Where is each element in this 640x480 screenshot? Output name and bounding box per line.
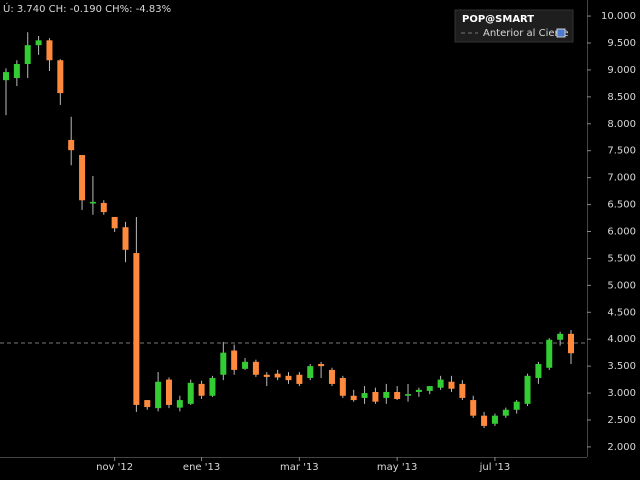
x-tick-label: jul '13	[479, 462, 511, 473]
y-tick-label: 5.500	[607, 253, 636, 264]
candle-body	[263, 374, 270, 377]
candle-body	[198, 383, 205, 396]
candle-body	[79, 155, 86, 201]
candle-body	[144, 400, 151, 408]
y-tick-label: 7.000	[607, 173, 636, 184]
candle-body	[155, 381, 162, 409]
y-tick-label: 9.500	[607, 38, 636, 49]
candle-body	[546, 339, 553, 368]
candle-body	[100, 202, 107, 213]
candle-body	[426, 386, 433, 391]
candle-body	[372, 391, 379, 402]
candle-body	[535, 363, 542, 378]
y-tick-label: 6.000	[607, 227, 636, 238]
candle-body	[318, 363, 325, 367]
legend-checkbox	[556, 28, 566, 38]
candle-body	[361, 393, 368, 398]
candle-body	[328, 369, 335, 384]
candle-body	[187, 382, 194, 404]
legend-box	[454, 9, 574, 43]
y-tick-label: 10.000	[601, 11, 636, 22]
y-tick-label: 2.000	[607, 442, 636, 453]
candle-body	[68, 139, 75, 151]
x-tick-label: nov '12	[96, 462, 133, 473]
candle-body	[513, 401, 520, 410]
x-tick-label: mar '13	[280, 462, 319, 473]
header-quote: Ú: 3.740 CH: -0.190 CH%: -4.83%	[3, 2, 171, 15]
candle-body	[437, 379, 444, 388]
candle-body	[383, 391, 390, 398]
candle-body	[405, 394, 412, 396]
candle-body	[231, 350, 238, 370]
y-tick-label: 9.000	[607, 65, 636, 76]
candle-body	[470, 400, 477, 416]
candle-body	[568, 333, 574, 354]
candle-body	[3, 72, 9, 81]
candle-body	[13, 64, 20, 79]
candle-body	[448, 381, 455, 389]
x-tick-label: ene '13	[183, 462, 220, 473]
candle-body	[394, 391, 401, 399]
candle-body	[285, 375, 292, 381]
candle-body	[459, 383, 466, 398]
candle-body	[220, 352, 227, 375]
y-tick-label: 8.500	[607, 92, 636, 103]
x-tick-label: may '13	[377, 462, 417, 473]
candle-body	[24, 45, 31, 65]
candle-body	[122, 227, 129, 250]
candle-body	[242, 361, 249, 369]
candle-body	[176, 400, 183, 408]
y-tick-label: 8.000	[607, 119, 636, 130]
y-tick-label: 4.500	[607, 307, 636, 318]
candle-body	[252, 361, 259, 375]
y-tick-label: 5.000	[607, 280, 636, 291]
y-tick-label: 7.500	[607, 146, 636, 157]
candle-body	[481, 415, 488, 426]
legend-ref-label: Anterior al Cierre	[483, 28, 569, 39]
candle-body	[491, 415, 498, 424]
y-tick-label: 6.500	[607, 200, 636, 211]
candle-body	[209, 377, 216, 396]
candle-body	[557, 333, 564, 340]
candle-body	[111, 216, 118, 229]
y-tick-label: 3.000	[607, 388, 636, 399]
candle-body	[307, 366, 314, 378]
y-tick-label: 4.000	[607, 334, 636, 345]
candle-body	[524, 375, 531, 404]
y-tick-label: 2.500	[607, 415, 636, 426]
candle-body	[502, 409, 509, 416]
candle-body	[274, 373, 281, 378]
candle-body	[133, 253, 140, 405]
candle-body	[296, 374, 303, 384]
candle-body	[46, 40, 53, 61]
legend-title: POP@SMART	[462, 14, 534, 25]
candle-body	[350, 395, 357, 401]
candle-body	[89, 201, 96, 204]
y-tick-label: 3.500	[607, 361, 636, 372]
candle-body	[57, 60, 64, 94]
candle-body	[165, 379, 172, 405]
candle-body	[415, 389, 422, 392]
candle-body	[35, 40, 42, 46]
candle-body	[339, 377, 346, 396]
